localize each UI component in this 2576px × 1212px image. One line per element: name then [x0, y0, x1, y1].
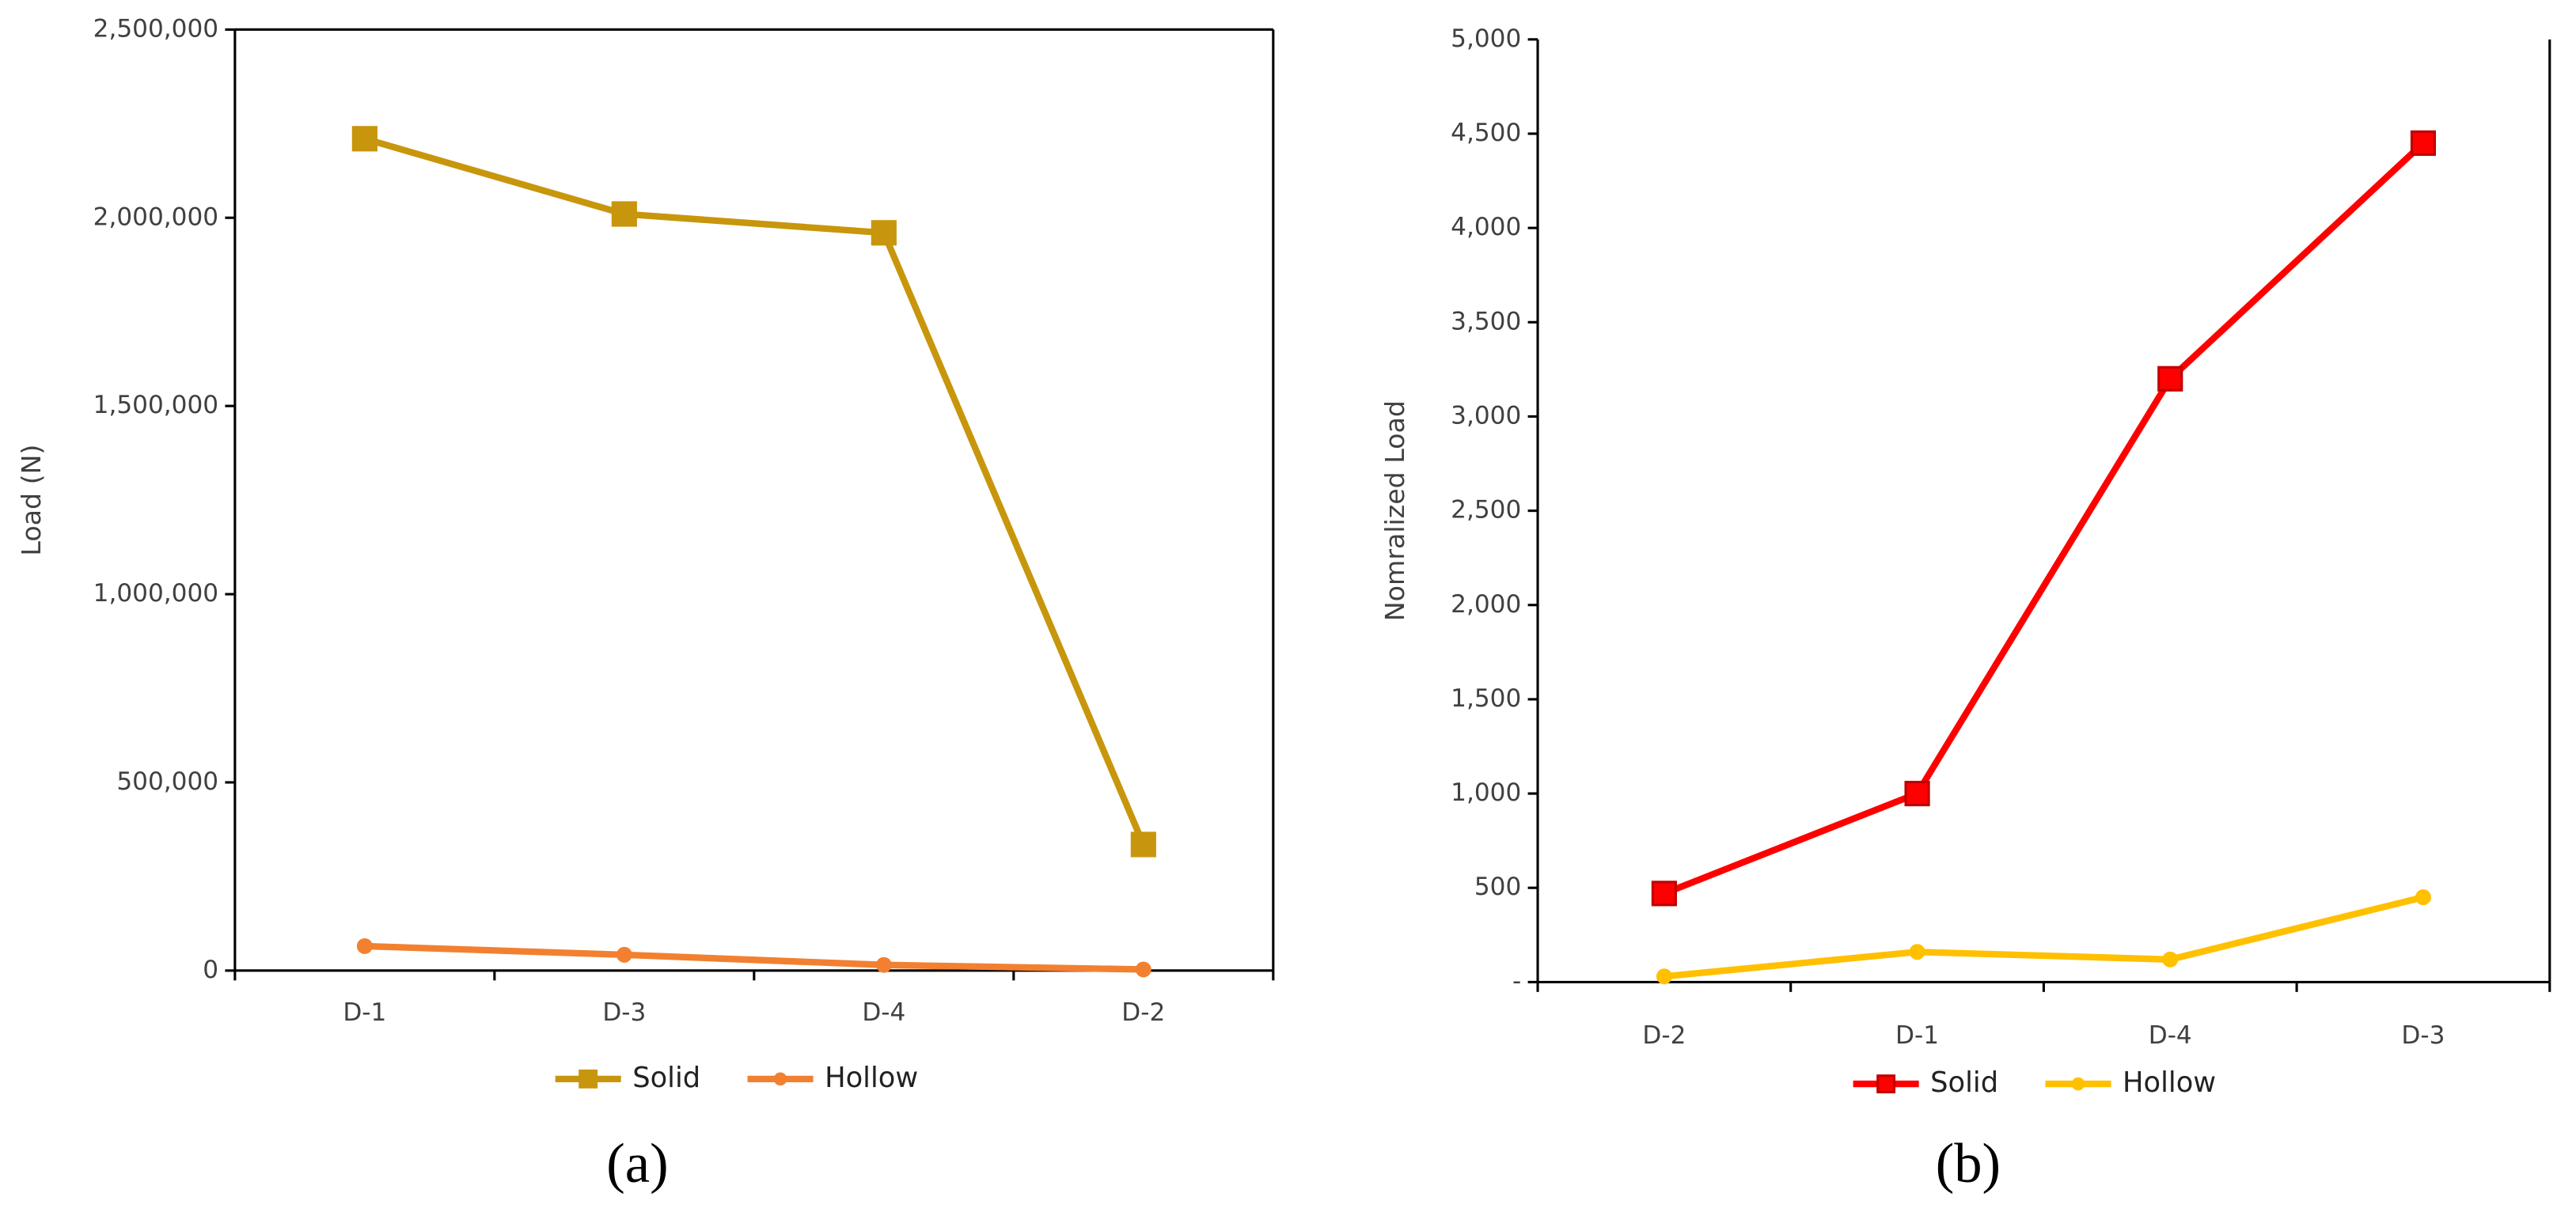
y-tick-label: 500,000 [116, 767, 218, 796]
y-tick-label: - [1512, 967, 1521, 995]
y-axis-title: Nomralized Load [1379, 400, 1410, 621]
data-point [1135, 961, 1151, 978]
data-point [1130, 831, 1156, 858]
x-tick-label: D-1 [343, 998, 386, 1027]
y-tick-label: 5,000 [1451, 25, 1521, 53]
data-point [871, 220, 897, 246]
x-tick-label: D-2 [1642, 1021, 1686, 1050]
x-tick-label: D-2 [1121, 998, 1165, 1027]
y-tick-label: 2,500,000 [93, 14, 218, 43]
legend-marker [2071, 1077, 2085, 1091]
x-tick-label: D-3 [2401, 1021, 2445, 1050]
data-point [611, 201, 637, 227]
data-point [1656, 968, 1672, 985]
data-point [2162, 951, 2179, 968]
y-axis-title: Load (N) [16, 445, 47, 556]
legend-label: Solid [632, 1062, 700, 1094]
y-tick-label: 3,000 [1451, 401, 1521, 430]
y-tick-label: 1,000,000 [93, 579, 218, 608]
data-point [2415, 889, 2431, 906]
legend-label: Solid [1930, 1066, 1998, 1099]
data-point [875, 956, 892, 973]
caption: (a) [606, 1133, 668, 1195]
y-tick-label: 2,000 [1451, 590, 1521, 619]
y-tick-label: 1,500,000 [93, 391, 218, 419]
y-tick-label: 2,500 [1451, 496, 1521, 525]
y-tick-label: 3,500 [1451, 307, 1521, 335]
legend-marker [773, 1072, 787, 1086]
y-tick-label: 4,500 [1451, 119, 1521, 147]
x-tick-label: D-1 [1895, 1021, 1939, 1050]
y-tick-label: 4,000 [1451, 213, 1521, 241]
y-tick-label: 1,000 [1451, 778, 1521, 807]
x-tick-label: D-4 [862, 998, 905, 1027]
y-tick-label: 1,500 [1451, 684, 1521, 713]
data-point [1651, 881, 1677, 907]
legend-marker [1876, 1074, 1896, 1094]
caption: (b) [1936, 1133, 2001, 1195]
series-line [1664, 894, 2424, 980]
data-point [2410, 130, 2437, 156]
series-line [1663, 140, 2426, 897]
series-line [364, 942, 1144, 973]
data-point [2157, 365, 2183, 392]
series-line [363, 135, 1147, 847]
data-point [616, 946, 632, 963]
y-tick-label: 500 [1474, 873, 1521, 901]
data-point [351, 126, 377, 152]
data-point [1909, 944, 1925, 960]
x-tick-label: D-4 [2149, 1021, 2192, 1050]
legend-label: Hollow [825, 1062, 918, 1094]
data-point [1904, 780, 1930, 807]
legend-marker [579, 1069, 598, 1089]
legend-label: Hollow [2123, 1066, 2216, 1099]
x-tick-label: D-3 [602, 998, 646, 1027]
y-tick-label: 0 [203, 956, 218, 984]
data-point [356, 937, 373, 954]
y-tick-label: 2,000,000 [93, 203, 218, 231]
